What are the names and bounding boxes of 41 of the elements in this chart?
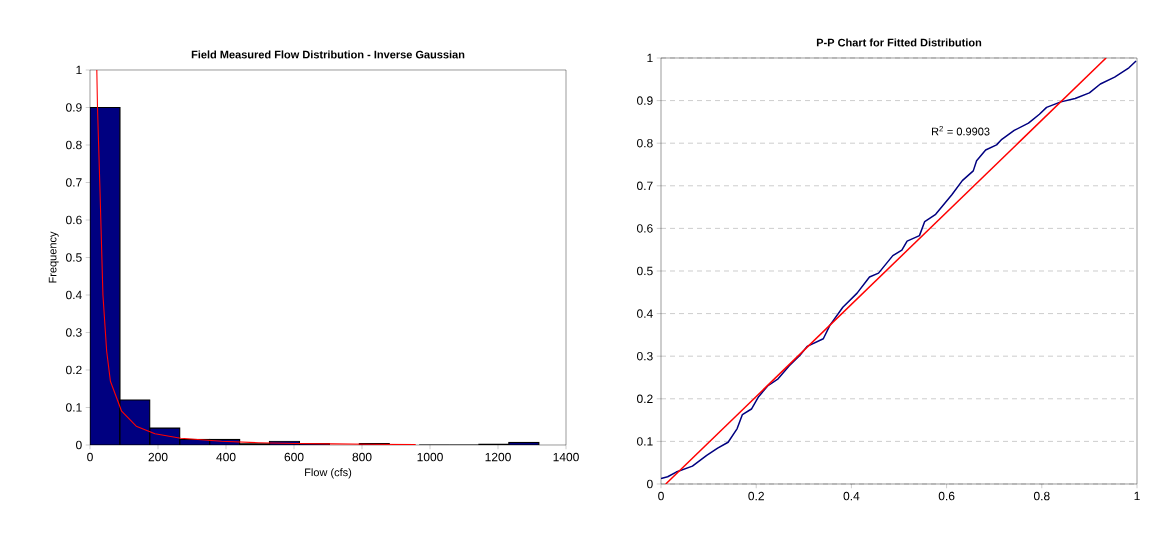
- y-tick-label: 0.3: [636, 351, 653, 361]
- annotation: R$^{2}$ = 0.9903: [932, 125, 990, 136]
- y-tick-label: 0.4: [636, 309, 653, 318]
- y-tick-label: 0.6: [66, 215, 82, 225]
- x-tick-label: 600: [284, 452, 304, 462]
- x-tick-label: 0: [658, 491, 664, 501]
- y-tick-label: 0.6: [636, 224, 653, 233]
- y-tick-label: 0.9: [66, 103, 82, 112]
- y-tick-label: 0.3: [66, 328, 82, 337]
- x-tick-label: 0.4: [843, 491, 860, 501]
- x-tick-label: 0: [87, 452, 93, 462]
- x-tick-label: 1: [1134, 491, 1140, 501]
- y-tick-label: 0.8: [66, 140, 82, 150]
- y-axis-title: Frequency: [48, 231, 59, 283]
- y-tick-label: 0.9: [636, 96, 653, 105]
- y-tick-label: 0.4: [66, 290, 82, 300]
- y-tick-label: 0: [76, 440, 82, 450]
- y-tick-label: 0.5: [66, 253, 82, 262]
- y-tick-label: 0.8: [636, 138, 653, 148]
- chart-title: Field Measured Flow Distribution - Inverse Gaussian: [191, 50, 465, 59]
- chart-title: P-P Chart for Fitted Distribution: [816, 38, 982, 47]
- x-tick-label: 1000: [417, 452, 443, 462]
- x-tick-label: 800: [352, 452, 372, 462]
- y-tick-label: 0.2: [636, 394, 653, 404]
- y-tick-label: 0.5: [636, 266, 653, 276]
- x-tick-label: 0.2: [748, 491, 764, 501]
- x-tick-label: 1400: [553, 452, 579, 462]
- x-tick-label: 200: [148, 452, 168, 462]
- x-tick-label: 400: [216, 452, 236, 462]
- y-tick-label: 0.1: [66, 403, 82, 412]
- y-tick-label: 0: [647, 479, 653, 489]
- x-tick-label: 1200: [485, 452, 511, 462]
- y-tick-label: 0.2: [66, 365, 82, 375]
- x-tick-label: 0.6: [938, 491, 955, 501]
- y-tick-label: 0.1: [636, 437, 653, 446]
- y-tick-label: 1: [647, 53, 653, 63]
- y-tick-label: 0.7: [66, 178, 82, 187]
- y-tick-label: 0.7: [636, 181, 653, 191]
- x-axis-title: Flow (cfs): [305, 468, 352, 479]
- y-tick-label: 1: [76, 65, 82, 75]
- x-tick-label: 0.8: [1033, 491, 1050, 501]
